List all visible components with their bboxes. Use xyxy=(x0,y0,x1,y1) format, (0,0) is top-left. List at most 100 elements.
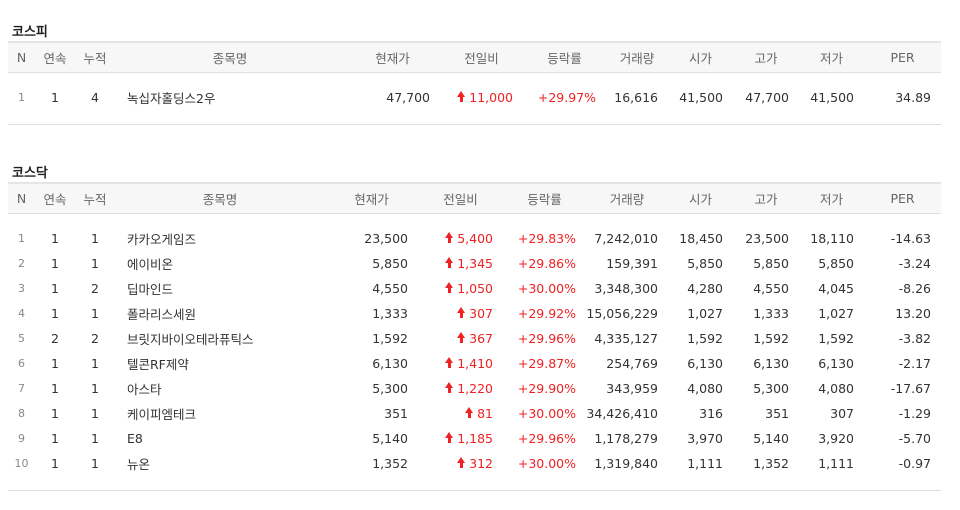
cell-cumulative: 2 xyxy=(91,331,99,346)
header-price[interactable]: 현재가 xyxy=(325,182,418,214)
change-value: 11,000 xyxy=(469,90,513,105)
up-arrow-icon xyxy=(445,257,454,268)
header-volume[interactable]: 거래량 xyxy=(586,182,668,214)
cell-name[interactable]: 폴라리스세원 xyxy=(127,307,197,322)
cell-name[interactable]: 에이비온 xyxy=(127,257,174,272)
cell-name[interactable]: 녹십자홀딩스2우 xyxy=(127,91,216,106)
header-n[interactable]: N xyxy=(8,41,35,73)
cell-low: 1,111 xyxy=(818,456,854,471)
cell-volume: 1,178,279 xyxy=(594,431,658,446)
table-row[interactable]: 8 1 1 케이피엠테크 351 81 +30.00% 34,426,410 316 351 307… xyxy=(8,401,941,426)
cell-cumulative: 1 xyxy=(91,406,99,421)
cell-streak: 1 xyxy=(51,406,59,421)
change-value: 1,220 xyxy=(457,381,493,396)
cell-cumulative: 2 xyxy=(91,281,99,296)
cell-per: -8.26 xyxy=(898,281,931,296)
cell-price: 5,850 xyxy=(372,256,408,271)
header-price[interactable]: 현재가 xyxy=(345,41,440,73)
table-row[interactable]: 5 2 2 브릿지바이오테라퓨틱스 1,592 367 +29.96% 4,335,127 1,… xyxy=(8,326,941,351)
cell-cumulative: 1 xyxy=(91,431,99,446)
header-open[interactable]: 시가 xyxy=(668,182,733,214)
cell-name[interactable]: 케이피엠테크 xyxy=(127,407,197,422)
cell-per: -5.70 xyxy=(898,431,931,446)
cell-cumulative: 1 xyxy=(91,256,99,271)
cell-streak: 1 xyxy=(51,256,59,271)
cell-price: 1,333 xyxy=(372,306,408,321)
cell-price: 4,550 xyxy=(372,281,408,296)
header-rate[interactable]: 등락률 xyxy=(523,41,606,73)
header-high[interactable]: 고가 xyxy=(733,41,799,73)
header-cumulative[interactable]: 누적 xyxy=(75,182,115,214)
cell-name[interactable]: 카카오게임즈 xyxy=(127,232,197,247)
header-name[interactable]: 종목명 xyxy=(115,41,345,73)
cell-open: 4,280 xyxy=(687,281,723,296)
cell-name[interactable]: 텔콘RF제약 xyxy=(127,357,189,372)
cell-change: 11,000 xyxy=(440,85,523,110)
cell-per: -3.24 xyxy=(898,256,931,271)
kospi-title: 코스피 xyxy=(12,25,48,40)
header-n[interactable]: N xyxy=(8,182,35,214)
header-volume[interactable]: 거래량 xyxy=(606,41,668,73)
up-arrow-icon xyxy=(445,282,454,293)
cell-per: -17.67 xyxy=(890,381,931,396)
cell-name[interactable]: 아스타 xyxy=(127,382,162,397)
cell-high: 5,140 xyxy=(753,431,789,446)
cell-name[interactable]: 딥마인드 xyxy=(127,282,174,297)
cell-low: 4,080 xyxy=(818,381,854,396)
cell-low: 5,850 xyxy=(818,256,854,271)
spacer xyxy=(8,214,941,227)
cell-name[interactable]: E8 xyxy=(127,431,143,446)
cell-low: 41,500 xyxy=(810,90,854,105)
header-per[interactable]: PER xyxy=(864,182,941,214)
table-row[interactable]: 7 1 1 아스타 5,300 1,220 +29.90% 343,959 4,080 5,300… xyxy=(8,376,941,401)
table-row[interactable]: 6 1 1 텔콘RF제약 6,130 1,410 +29.87% 254,769 6,130 6,… xyxy=(8,351,941,376)
up-arrow-icon xyxy=(445,432,454,443)
header-change[interactable]: 전일비 xyxy=(418,182,503,214)
cell-n: 4 xyxy=(18,307,25,320)
cell-rate: +29.97% xyxy=(537,90,596,105)
cell-name[interactable]: 뉴온 xyxy=(127,457,151,472)
cell-open: 1,111 xyxy=(687,456,723,471)
cell-volume: 1,319,840 xyxy=(594,456,658,471)
cell-price: 351 xyxy=(384,406,408,421)
change-value: 1,185 xyxy=(457,431,493,446)
cell-per: -3.82 xyxy=(898,331,931,346)
cell-high: 6,130 xyxy=(753,356,789,371)
header-streak[interactable]: 연속 xyxy=(35,182,75,214)
cell-streak: 1 xyxy=(51,281,59,296)
cell-open: 3,970 xyxy=(687,431,723,446)
cell-low: 307 xyxy=(830,406,854,421)
table-row[interactable]: 1 1 1 카카오게임즈 23,500 5,400 +29.83% 7,242,010 18,4… xyxy=(8,226,941,251)
header-change[interactable]: 전일비 xyxy=(440,41,523,73)
cell-per: 34.89 xyxy=(895,90,931,105)
cell-high: 1,352 xyxy=(753,456,789,471)
cell-per: -14.63 xyxy=(890,231,931,246)
cell-change: 367 xyxy=(418,326,503,351)
table-row[interactable]: 4 1 1 폴라리스세원 1,333 307 +29.92% 15,056,229 1,027 1… xyxy=(8,301,941,326)
cell-volume: 159,391 xyxy=(606,256,658,271)
header-high[interactable]: 고가 xyxy=(733,182,799,214)
table-row[interactable]: 1 1 4 녹십자홀딩스2우 47,700 11,000 +29.97% 16,616 41,5… xyxy=(8,85,941,110)
cell-low: 18,110 xyxy=(810,231,854,246)
cell-price: 5,140 xyxy=(372,431,408,446)
cell-name[interactable]: 브릿지바이오테라퓨틱스 xyxy=(127,332,254,347)
table-row[interactable]: 9 1 1 E8 5,140 1,185 +29.96% 1,178,279 3,970 5,14… xyxy=(8,426,941,451)
header-low[interactable]: 저가 xyxy=(799,182,864,214)
kosdaq-title: 코스닥 xyxy=(12,166,48,181)
cell-cumulative: 1 xyxy=(91,306,99,321)
table-row[interactable]: 2 1 1 에이비온 5,850 1,345 +29.86% 159,391 5,850 5,85… xyxy=(8,251,941,276)
cell-rate: +29.83% xyxy=(517,231,576,246)
cell-n: 10 xyxy=(14,457,29,470)
cell-change: 312 xyxy=(418,451,503,476)
header-low[interactable]: 저가 xyxy=(799,41,864,73)
header-per[interactable]: PER xyxy=(864,41,941,73)
cell-change: 1,220 xyxy=(418,376,503,401)
header-cumulative[interactable]: 누적 xyxy=(75,41,115,73)
header-name[interactable]: 종목명 xyxy=(115,182,325,214)
header-open[interactable]: 시가 xyxy=(668,41,733,73)
table-row[interactable]: 10 1 1 뉴온 1,352 312 +30.00% 1,319,840 1,111 1,352… xyxy=(8,451,941,476)
table-row[interactable]: 3 1 2 딥마인드 4,550 1,050 +30.00% 3,348,300 4,280 4,… xyxy=(8,276,941,301)
cell-streak: 1 xyxy=(51,90,59,105)
header-streak[interactable]: 연속 xyxy=(35,41,75,73)
header-rate[interactable]: 등락률 xyxy=(503,182,586,214)
